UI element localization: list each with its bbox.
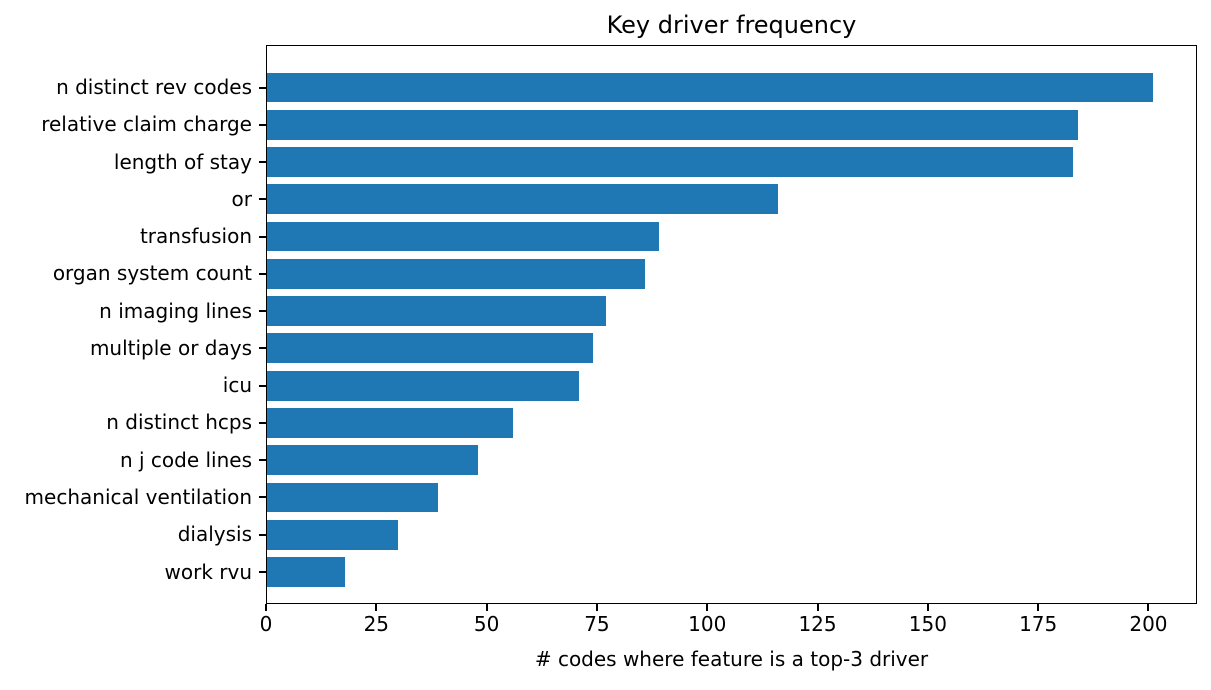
y-tick-label: or (231, 186, 252, 211)
bar (266, 296, 606, 327)
y-tick-label: icu (222, 373, 252, 398)
y-tick (259, 123, 266, 126)
y-tick-label: dialysis (177, 522, 252, 547)
x-tick-label: 75 (584, 612, 610, 636)
x-tick-label: 150 (908, 612, 947, 636)
y-tick (259, 235, 266, 238)
bar (266, 184, 778, 215)
x-tick (265, 604, 267, 611)
chart-title: Key driver frequency (606, 11, 857, 39)
y-tick-label: n distinct hcps (106, 410, 252, 435)
y-tick (259, 161, 266, 164)
bar (266, 333, 593, 364)
y-tick (259, 384, 266, 387)
x-tick-label: 125 (798, 612, 837, 636)
y-tick-label: mechanical ventilation (24, 484, 252, 509)
y-tick (259, 496, 266, 499)
y-tick (259, 571, 266, 573)
y-tick-label: n distinct rev codes (56, 75, 252, 99)
bar (266, 445, 478, 476)
x-tick (816, 604, 819, 611)
x-tick-label: 0 (259, 612, 273, 636)
y-tick (259, 421, 266, 424)
y-tick (259, 198, 266, 201)
y-tick-label: multiple or days (89, 335, 252, 360)
y-tick (259, 459, 266, 462)
bar (266, 72, 1153, 103)
x-tick (595, 604, 598, 611)
x-tick (926, 604, 929, 611)
plot-area (266, 45, 1197, 604)
x-tick (1147, 604, 1150, 611)
x-tick-label: 100 (688, 612, 727, 636)
y-tick (259, 533, 266, 536)
x-tick (706, 604, 709, 611)
y-tick-label: transfusion (139, 224, 252, 249)
x-tick (375, 604, 378, 611)
y-tick-label: organ system count (52, 261, 252, 286)
bar (266, 519, 399, 550)
bar (266, 221, 659, 252)
y-tick (259, 347, 266, 350)
bar (266, 408, 514, 438)
y-tick (259, 272, 266, 275)
x-tick (1037, 604, 1040, 611)
x-axis-title: # codes where feature is a top-3 driver (534, 647, 929, 671)
bar (266, 370, 580, 401)
y-tick-label: n j code lines (119, 447, 252, 472)
x-tick-label: 200 (1129, 612, 1168, 636)
x-tick-label: 25 (363, 612, 390, 636)
y-tick-label: n imaging lines (99, 298, 252, 323)
y-tick (259, 310, 266, 313)
bar (266, 109, 1078, 140)
bar (266, 557, 346, 587)
bar (266, 258, 646, 289)
x-tick-label: 50 (473, 612, 500, 636)
x-tick (485, 604, 488, 611)
y-tick-label: relative claim charge (41, 112, 252, 137)
y-tick (259, 86, 266, 89)
bar (266, 482, 439, 513)
y-tick-label: work rvu (164, 559, 253, 584)
bar (266, 147, 1074, 177)
y-tick-label: length of stay (113, 149, 252, 174)
x-tick-label: 175 (1019, 612, 1058, 636)
